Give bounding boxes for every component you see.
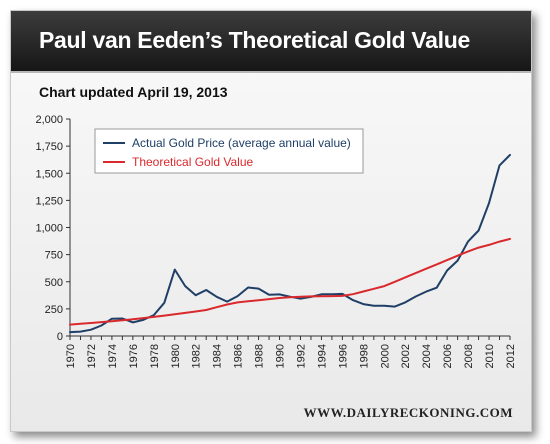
- x-tick-label: 2006: [442, 344, 454, 368]
- y-tick-label: 500: [45, 277, 63, 289]
- x-tick-label: 1976: [128, 344, 140, 368]
- chart-card: Paul van Eeden’s Theoretical Gold Value …: [10, 10, 532, 432]
- x-tick-label: 1986: [233, 344, 245, 368]
- y-tick-label: 0: [57, 331, 63, 343]
- x-tick-label: 1970: [65, 344, 77, 368]
- y-tick-label: 1,750: [35, 141, 63, 153]
- y-tick-label: 250: [45, 304, 63, 316]
- chart-title: Paul van Eeden’s Theoretical Gold Value: [39, 27, 470, 53]
- x-tick-label: 2002: [400, 344, 412, 368]
- x-tick-label: 2000: [379, 344, 391, 368]
- legend-label: Actual Gold Price (average annual value): [132, 136, 351, 150]
- source-credit: WWW.DAILYRECKONING.COM: [303, 405, 513, 420]
- theoretical-gold-value-line: [69, 237, 511, 326]
- y-tick-label: 1,250: [35, 195, 63, 207]
- x-tick-label: 1982: [191, 344, 203, 368]
- x-tick-label: 1996: [337, 344, 349, 368]
- gold-value-line-chart: 0 250 500 750 1,000 1,250 1,500 1,750 2,000 1970 1…: [35, 114, 517, 368]
- x-tick-label: 2004: [421, 344, 433, 368]
- x-tick-label: 1984: [212, 344, 224, 368]
- x-tick-label: 1994: [316, 344, 328, 368]
- actual-gold-price-line: [69, 153, 511, 334]
- x-tick-label: 2008: [463, 344, 475, 368]
- x-tick-label: 1998: [358, 344, 370, 368]
- x-tick-label: 1978: [149, 344, 161, 368]
- x-tick-label: 1972: [86, 344, 98, 368]
- y-tick-label: 2,000: [35, 114, 63, 126]
- legend-box: [94, 128, 364, 174]
- y-tick-label: 1,500: [35, 168, 63, 180]
- y-tick-label: 750: [45, 250, 63, 262]
- x-tick-label: 1974: [107, 344, 119, 368]
- y-tick-label: 1,000: [35, 223, 63, 235]
- x-tick-label: 1992: [295, 344, 307, 368]
- title-bar: Paul van Eeden’s Theoretical Gold Value: [11, 11, 531, 73]
- x-tick-label: 1988: [254, 344, 266, 368]
- chart-subtitle: Chart updated April 19, 2013: [39, 84, 228, 100]
- x-tick-label: 1980: [170, 344, 182, 368]
- x-tick-label: 2012: [505, 344, 517, 368]
- x-tick-label: 1990: [275, 344, 287, 368]
- legend-label: Theoretical Gold Value: [132, 155, 254, 169]
- x-tick-label: 2010: [484, 344, 496, 368]
